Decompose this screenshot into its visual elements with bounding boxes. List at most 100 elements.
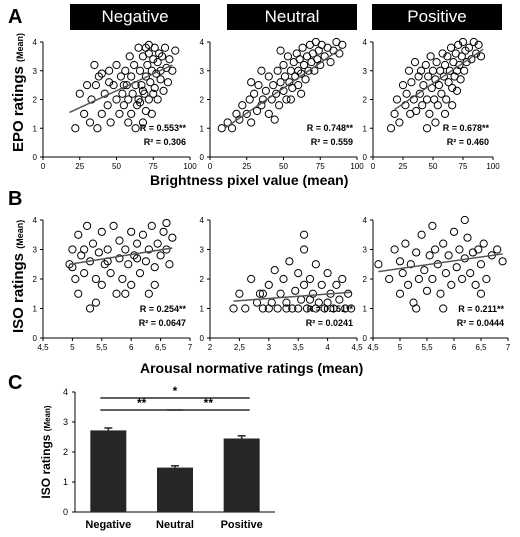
data-point	[132, 239, 142, 248]
data-point	[112, 60, 121, 70]
data-point	[302, 304, 312, 313]
stat-label: R = 0.678**	[443, 123, 490, 133]
data-point	[115, 236, 124, 245]
data-point	[297, 89, 306, 98]
data-point	[94, 72, 103, 81]
data-point	[298, 43, 307, 52]
data-point	[294, 81, 303, 90]
data-point	[398, 269, 407, 278]
bar-category-label: Negative	[85, 519, 131, 531]
data-point	[97, 227, 106, 236]
data-point	[440, 60, 450, 70]
data-point	[157, 52, 167, 61]
data-point	[242, 109, 251, 118]
data-point	[116, 72, 126, 81]
data-point	[119, 101, 128, 110]
data-point	[455, 60, 464, 70]
data-point	[347, 304, 356, 313]
data-point	[462, 58, 471, 67]
data-point	[74, 289, 83, 298]
x-tick-label: 2,5	[234, 343, 246, 352]
data-point	[91, 81, 101, 90]
data-point	[124, 260, 133, 269]
trend-line	[378, 253, 503, 273]
data-point	[138, 230, 148, 239]
data-point	[469, 37, 478, 47]
data-point	[135, 66, 145, 75]
x-tick-label: 7	[506, 343, 511, 352]
data-point	[282, 95, 291, 104]
data-point	[91, 274, 101, 284]
data-point	[444, 251, 453, 260]
x-tick-label: 4,5	[351, 343, 363, 352]
data-point	[426, 52, 435, 61]
x-tick-label: 2	[208, 343, 213, 352]
data-point	[280, 72, 290, 81]
data-point	[143, 60, 152, 70]
stat-label: R = 0.151**	[307, 304, 354, 314]
data-point	[127, 280, 136, 289]
data-point	[412, 248, 421, 257]
data-point	[150, 263, 159, 272]
data-point	[124, 95, 133, 104]
scatter-neutral-a: 0 1 2 3 4 0 25 50 75 100 R = 0.748** R² = 0.559	[200, 37, 364, 171]
data-point	[149, 89, 158, 98]
data-point	[407, 78, 416, 87]
x-tick-label: 100	[183, 162, 197, 171]
data-point	[160, 43, 170, 52]
y-tick-label: 3	[63, 417, 68, 427]
data-point	[299, 245, 309, 254]
data-point	[422, 95, 432, 104]
data-point	[276, 46, 285, 55]
data-point	[286, 95, 295, 104]
data-point	[311, 260, 320, 269]
data-point	[118, 89, 127, 98]
data-point	[135, 269, 145, 278]
data-point	[146, 78, 155, 87]
data-point	[463, 233, 472, 242]
data-point	[392, 95, 402, 104]
data-point	[250, 89, 259, 98]
data-point	[150, 280, 159, 289]
data-point	[264, 109, 273, 118]
bar-category-label: Neutral	[156, 519, 194, 531]
data-point	[132, 254, 142, 263]
panel-letter-c: C	[8, 372, 23, 394]
data-point	[436, 289, 445, 298]
x-tick-label: 25	[399, 162, 408, 171]
data-point	[404, 280, 413, 289]
data-point	[410, 58, 420, 67]
data-point	[460, 215, 469, 225]
y-tick-label: 4	[363, 38, 368, 47]
data-point	[493, 245, 502, 254]
data-point	[168, 233, 177, 242]
data-point	[279, 60, 288, 70]
x-tick-label: 4,5	[37, 343, 49, 352]
x-tick-label: 25	[242, 162, 251, 171]
x-tick-label: 6,5	[475, 343, 487, 352]
data-point	[97, 280, 106, 289]
data-point	[476, 260, 486, 269]
scatter-neutral-b: 0 1 2 3 4 2 2,5 3 3,5 4 4,5 R = 0.151** R² = 0.0241	[200, 216, 364, 352]
x-tick-label: 0	[41, 162, 46, 171]
data-point	[217, 124, 226, 133]
significance-label: **	[137, 396, 147, 410]
data-point	[341, 304, 350, 313]
data-point	[258, 289, 268, 298]
data-point	[398, 81, 408, 90]
y-tick-label: 3	[33, 246, 38, 255]
data-point	[448, 101, 457, 110]
data-point	[418, 101, 427, 110]
data-point	[125, 52, 134, 61]
data-point	[299, 230, 309, 239]
data-point	[94, 248, 103, 257]
data-point	[466, 269, 475, 278]
data-point	[420, 266, 429, 275]
data-point	[471, 280, 480, 289]
data-point	[150, 83, 159, 93]
data-point	[149, 55, 158, 64]
y-tick-label: 2	[363, 275, 368, 284]
data-point	[476, 52, 486, 61]
data-point	[112, 95, 121, 104]
x-tick-label: 0	[208, 162, 213, 171]
